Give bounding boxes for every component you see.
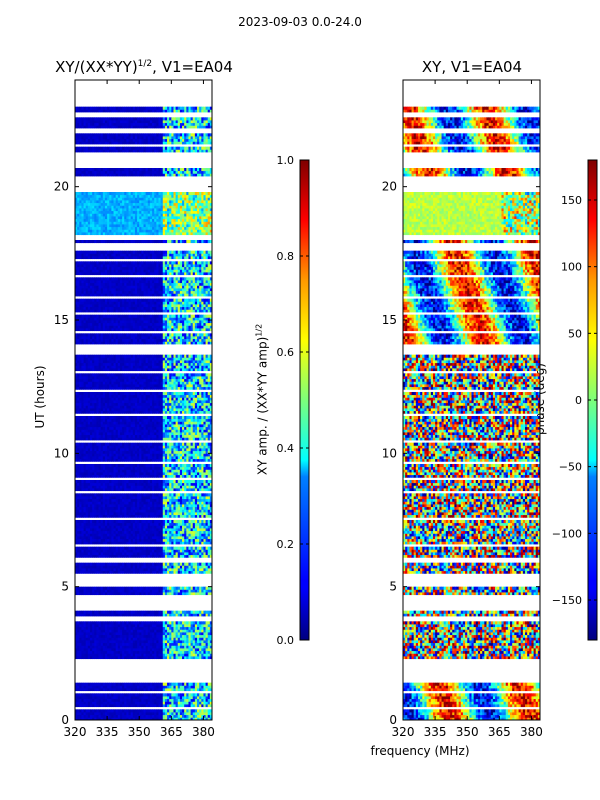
left-heatmap-layer: [75, 107, 212, 721]
figure-canvas: 320 335 350 365 38005101520320 335 350 365 38005…: [0, 0, 600, 800]
